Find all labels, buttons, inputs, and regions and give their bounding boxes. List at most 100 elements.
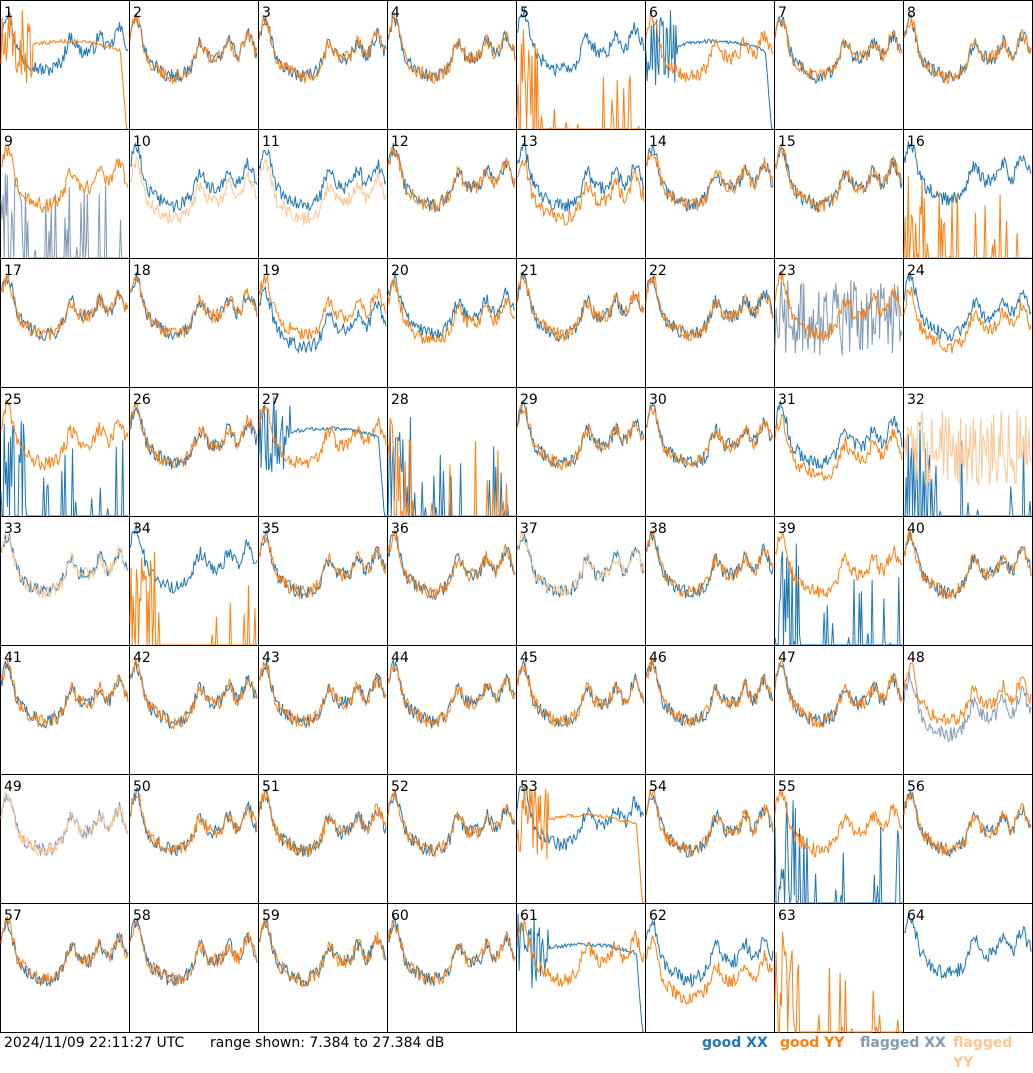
panel-label: 46 — [649, 650, 667, 666]
series-xx-6 — [645, 10, 773, 130]
series-yy-17 — [0, 274, 129, 341]
series-yy-10 — [129, 155, 258, 224]
panel-16: 16 — [903, 129, 1033, 260]
legend-flagged-yy: flagged YY — [953, 1035, 1013, 1071]
panel-label: 52 — [391, 779, 409, 795]
panel-45: 45 — [516, 645, 646, 775]
series-xx-16 — [903, 141, 1032, 206]
panel-label: 4 — [391, 5, 400, 21]
series-yy-41 — [0, 658, 129, 728]
series-xx-20 — [387, 271, 516, 340]
panel-label: 11 — [262, 134, 280, 150]
series-yy-18 — [129, 276, 258, 338]
panel-53: 53 — [516, 774, 646, 904]
panel-label: 30 — [649, 392, 667, 408]
panel-58: 58 — [129, 903, 259, 1033]
panel-label: 13 — [520, 134, 538, 150]
series-yy-51 — [258, 791, 387, 857]
range-label: range shown: 7.384 to 27.384 dB — [210, 1035, 445, 1051]
panel-label: 26 — [133, 392, 151, 408]
panel-64: 64 — [903, 903, 1033, 1033]
panel-label: 40 — [907, 521, 925, 537]
panel-36: 36 — [387, 516, 517, 646]
series-yy-39 — [774, 531, 903, 598]
panel-label: 8 — [907, 5, 916, 21]
series-xx-23 — [774, 280, 903, 356]
series-yy-24 — [903, 286, 1032, 354]
panel-label: 3 — [262, 5, 271, 21]
panel-3: 3 — [258, 0, 388, 130]
panel-label: 7 — [778, 5, 787, 21]
panel-frame — [258, 0, 388, 130]
panel-label: 47 — [778, 650, 796, 666]
panel-19: 19 — [258, 258, 388, 388]
panel-62: 62 — [645, 903, 775, 1033]
series-xx-31 — [774, 400, 903, 470]
panel-frame — [387, 903, 517, 1033]
panel-label: 41 — [4, 650, 22, 666]
panel-label: 32 — [907, 392, 925, 408]
panel-label: 49 — [4, 779, 22, 795]
panel-label: 21 — [520, 263, 538, 279]
panel-label: 31 — [778, 392, 796, 408]
series-yy-53 — [516, 784, 644, 904]
panel-label: 27 — [262, 392, 280, 408]
panel-63: 63 — [774, 903, 904, 1033]
panel-label: 29 — [520, 392, 538, 408]
panel-label: 56 — [907, 779, 925, 795]
panel-frame — [903, 645, 1033, 775]
series-yy-59 — [258, 916, 387, 988]
panel-frame — [645, 258, 775, 388]
series-yy-9 — [0, 144, 129, 214]
panel-label: 16 — [907, 134, 925, 150]
panel-frame — [645, 0, 775, 130]
series-yy-12 — [387, 145, 516, 212]
panel-27: 27 — [258, 387, 388, 517]
panel-label: 20 — [391, 263, 409, 279]
series-yy-21 — [516, 271, 645, 342]
panel-label: 59 — [262, 908, 280, 924]
series-yy-57 — [0, 916, 129, 986]
series-yy-8 — [903, 14, 1032, 86]
panel-label: 45 — [520, 650, 538, 666]
panel-5: 5 — [516, 0, 646, 130]
series-yy-49 — [0, 791, 129, 857]
panel-label: 64 — [907, 908, 925, 924]
panel-25: 25 — [0, 387, 130, 517]
panel-12: 12 — [387, 129, 517, 259]
panel-52: 52 — [387, 774, 517, 904]
panel-1: 1 — [0, 0, 130, 130]
series-yy-23 — [774, 270, 903, 341]
panel-42: 42 — [129, 645, 259, 775]
series-xx-5 — [516, 7, 645, 78]
panel-label: 36 — [391, 521, 409, 537]
legend-good-xx: good XX — [702, 1035, 768, 1051]
panel-label: 48 — [907, 650, 925, 666]
series-yy-11 — [258, 159, 387, 226]
panel-frame — [903, 0, 1033, 130]
series-yy-62 — [645, 935, 774, 1006]
panel-label: 24 — [907, 263, 925, 279]
panel-56: 56 — [903, 774, 1033, 904]
panel-label: 25 — [4, 392, 22, 408]
panel-20: 20 — [387, 258, 517, 388]
panel-frame — [645, 903, 775, 1033]
panel-label: 14 — [649, 134, 667, 150]
series-xx-61 — [516, 913, 644, 1033]
series-yy-45 — [516, 663, 645, 728]
series-yy-7 — [774, 17, 903, 80]
footer: 2024/11/09 22:11:27 UTC range shown: 7.3… — [0, 1033, 1033, 1071]
panel-22: 22 — [645, 258, 775, 388]
panel-label: 22 — [649, 263, 667, 279]
panel-label: 23 — [778, 263, 796, 279]
panel-label: 55 — [778, 779, 796, 795]
series-yy-36 — [387, 528, 515, 600]
panel-48: 48 — [903, 645, 1033, 775]
panel-46: 46 — [645, 645, 775, 775]
series-yy-6 — [645, 11, 774, 83]
series-xx-24 — [903, 273, 1032, 343]
panel-frame — [903, 903, 1033, 1033]
panel-32: 32 — [903, 387, 1033, 517]
series-yy-33 — [0, 533, 129, 600]
